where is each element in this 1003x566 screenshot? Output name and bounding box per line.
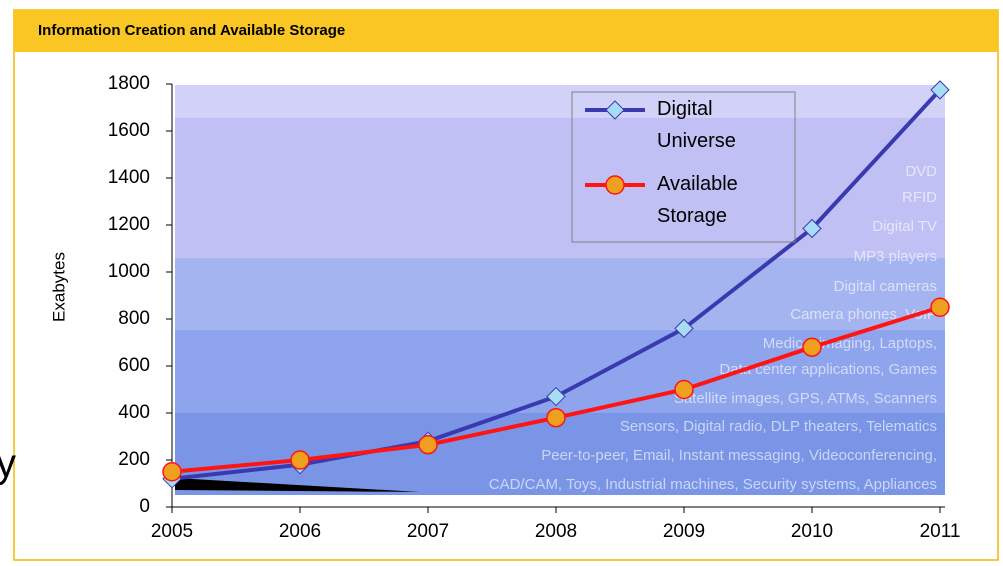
y-tick-label: 1200 (108, 214, 150, 235)
annotation: Satellite images, GPS, ATMs, Scanners (674, 390, 937, 407)
y-tick-label: 1800 (108, 73, 150, 94)
annotation: RFID (902, 189, 937, 206)
point (674, 379, 694, 400)
y-tick-label: 1600 (108, 120, 150, 141)
legend-marker (605, 100, 625, 120)
chart-title: Information Creation and Available Stora… (38, 22, 345, 39)
point (930, 80, 950, 100)
annotation: Medical imaging, Laptops, (763, 335, 937, 352)
x-tick-label: 2011 (920, 521, 961, 542)
y-tick-label: 800 (118, 308, 150, 329)
header-bar (14, 10, 998, 52)
y-tick-label: 200 (118, 449, 150, 470)
annotation: DVD (905, 163, 937, 180)
x-tick-label: 2010 (791, 521, 833, 542)
point (162, 462, 182, 482)
wedge (175, 478, 420, 492)
legend-line-1: Available (657, 173, 743, 195)
x-tick-label: 2009 (663, 521, 705, 542)
y-axis-label: Exabytes (49, 252, 68, 322)
legend-label: Available Storage (657, 173, 743, 227)
x-tick-label: 2006 (279, 521, 321, 542)
x-tick-label: 2005 (151, 521, 193, 542)
point (674, 318, 694, 339)
annotation: Digital TV (872, 218, 937, 235)
point (290, 450, 310, 470)
annotation: Data center applications, Games (719, 361, 937, 378)
legend-marker (605, 175, 625, 195)
legend-line-2: Universe (657, 130, 736, 152)
plot-background (175, 85, 945, 495)
annotation: Peer-to-peer, Email, Instant messaging, … (541, 447, 937, 464)
fragment: y (0, 442, 16, 486)
point (930, 297, 950, 317)
annotation: Digital cameras (834, 278, 937, 295)
point (546, 407, 566, 428)
x-tick-label: 2007 (407, 521, 449, 542)
y-tick-label: 400 (118, 402, 150, 423)
point (546, 386, 566, 407)
legend (571, 91, 796, 243)
x-tick-label: 2008 (535, 521, 577, 542)
y-tick-label: 0 (139, 496, 150, 517)
annotation: CAD/CAM, Toys, Industrial machines, Secu… (489, 476, 937, 493)
y-tick-label: 1000 (108, 261, 150, 282)
annotation: MP3 players (854, 248, 937, 265)
point (418, 434, 438, 455)
annotation: Sensors, Digital radio, DLP theaters, Te… (620, 418, 937, 435)
legend-label: Digital Universe (657, 98, 736, 152)
point (802, 218, 822, 239)
y-tick-label: 600 (118, 355, 150, 376)
y-tick-label: 1400 (108, 167, 150, 188)
point (802, 337, 822, 357)
legend-line-1: Digital (657, 98, 718, 120)
legend-line-2: Storage (657, 205, 727, 227)
